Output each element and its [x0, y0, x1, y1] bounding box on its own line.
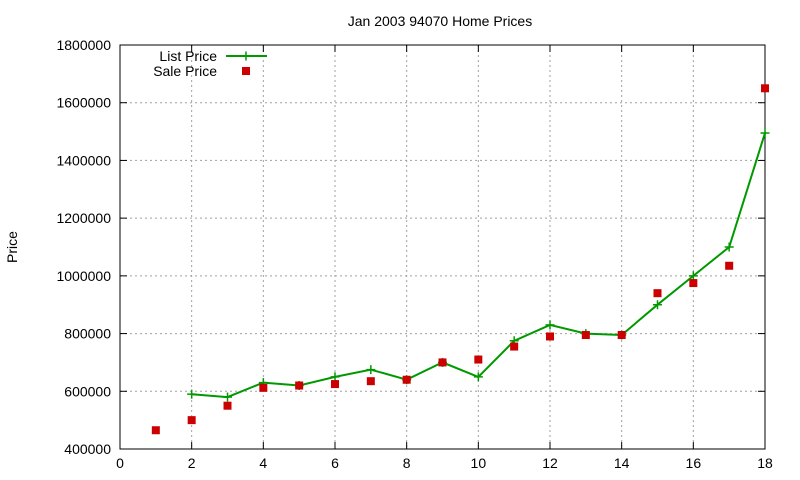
x-tick-label: 16: [686, 455, 702, 471]
x-tick-label: 0: [116, 455, 124, 471]
list-price-point: [223, 392, 232, 402]
y-tick-label: 600000: [64, 383, 111, 399]
plot-frame: [119, 44, 766, 450]
chart-title: Jan 2003 94070 Home Prices: [348, 13, 532, 29]
sale-price-point: [546, 332, 554, 341]
list-price-point: [473, 372, 483, 382]
y-tick-label: 400000: [64, 441, 111, 457]
y-tick-label: 1000000: [56, 268, 111, 284]
x-tick-label: 14: [614, 455, 630, 471]
sale-price-point: [725, 261, 734, 270]
legend-label-list-price: List Price: [159, 48, 217, 64]
sale-price-point: [331, 380, 339, 389]
list-price-point: [724, 242, 734, 252]
sale-price-point: [366, 377, 375, 386]
legend-marker-sale-price: [242, 67, 250, 75]
sale-price-point: [689, 279, 698, 288]
y-tick-label: 800000: [64, 326, 111, 342]
sale-price-point: [761, 84, 769, 93]
y-axis-ticks: 400000 600000 800000 1000000 1200000 1400000 1…: [56, 37, 765, 457]
y-tick-label: 1200000: [56, 210, 111, 226]
list-price-point: [760, 128, 770, 138]
x-tick-label: 6: [331, 455, 339, 471]
sale-price-point: [151, 426, 160, 435]
sale-price-point: [259, 383, 268, 392]
sale-price-point: [474, 355, 483, 364]
sale-price-point: [295, 381, 304, 390]
sale-price-point: [223, 401, 232, 410]
sale-price-point: [617, 331, 626, 340]
list-price-point: [688, 271, 698, 281]
sale-price-point: [187, 416, 196, 425]
grid-lines: [120, 45, 765, 449]
sale-price-point: [581, 331, 590, 340]
sale-price-point: [510, 342, 519, 351]
sale-price-point: [653, 289, 662, 298]
x-tick-label: 4: [259, 455, 267, 471]
legend-label-sale-price: Sale Price: [153, 63, 217, 79]
y-tick-label: 1400000: [56, 152, 111, 168]
list-price-point: [653, 300, 662, 310]
y-tick-label: 1800000: [56, 37, 111, 53]
x-tick-label: 10: [471, 455, 487, 471]
x-tick-label: 12: [542, 455, 558, 471]
y-tick-label: 1600000: [56, 95, 111, 111]
list-price-point: [330, 372, 340, 382]
series-layer: [151, 84, 770, 435]
x-tick-label: 2: [188, 455, 196, 471]
list-price-point: [366, 365, 376, 375]
list-price-point: [241, 51, 251, 61]
list-price-point: [187, 389, 197, 399]
sale-price-point: [438, 358, 447, 367]
x-axis-ticks: 0 2 4 6 8 10 12 14 16 18: [116, 45, 773, 471]
list-price-point: [545, 320, 555, 330]
sale-price-point: [402, 375, 411, 384]
x-tick-label: 8: [403, 455, 411, 471]
x-tick-label: 18: [757, 455, 773, 471]
y-axis-label: Price: [4, 231, 20, 263]
